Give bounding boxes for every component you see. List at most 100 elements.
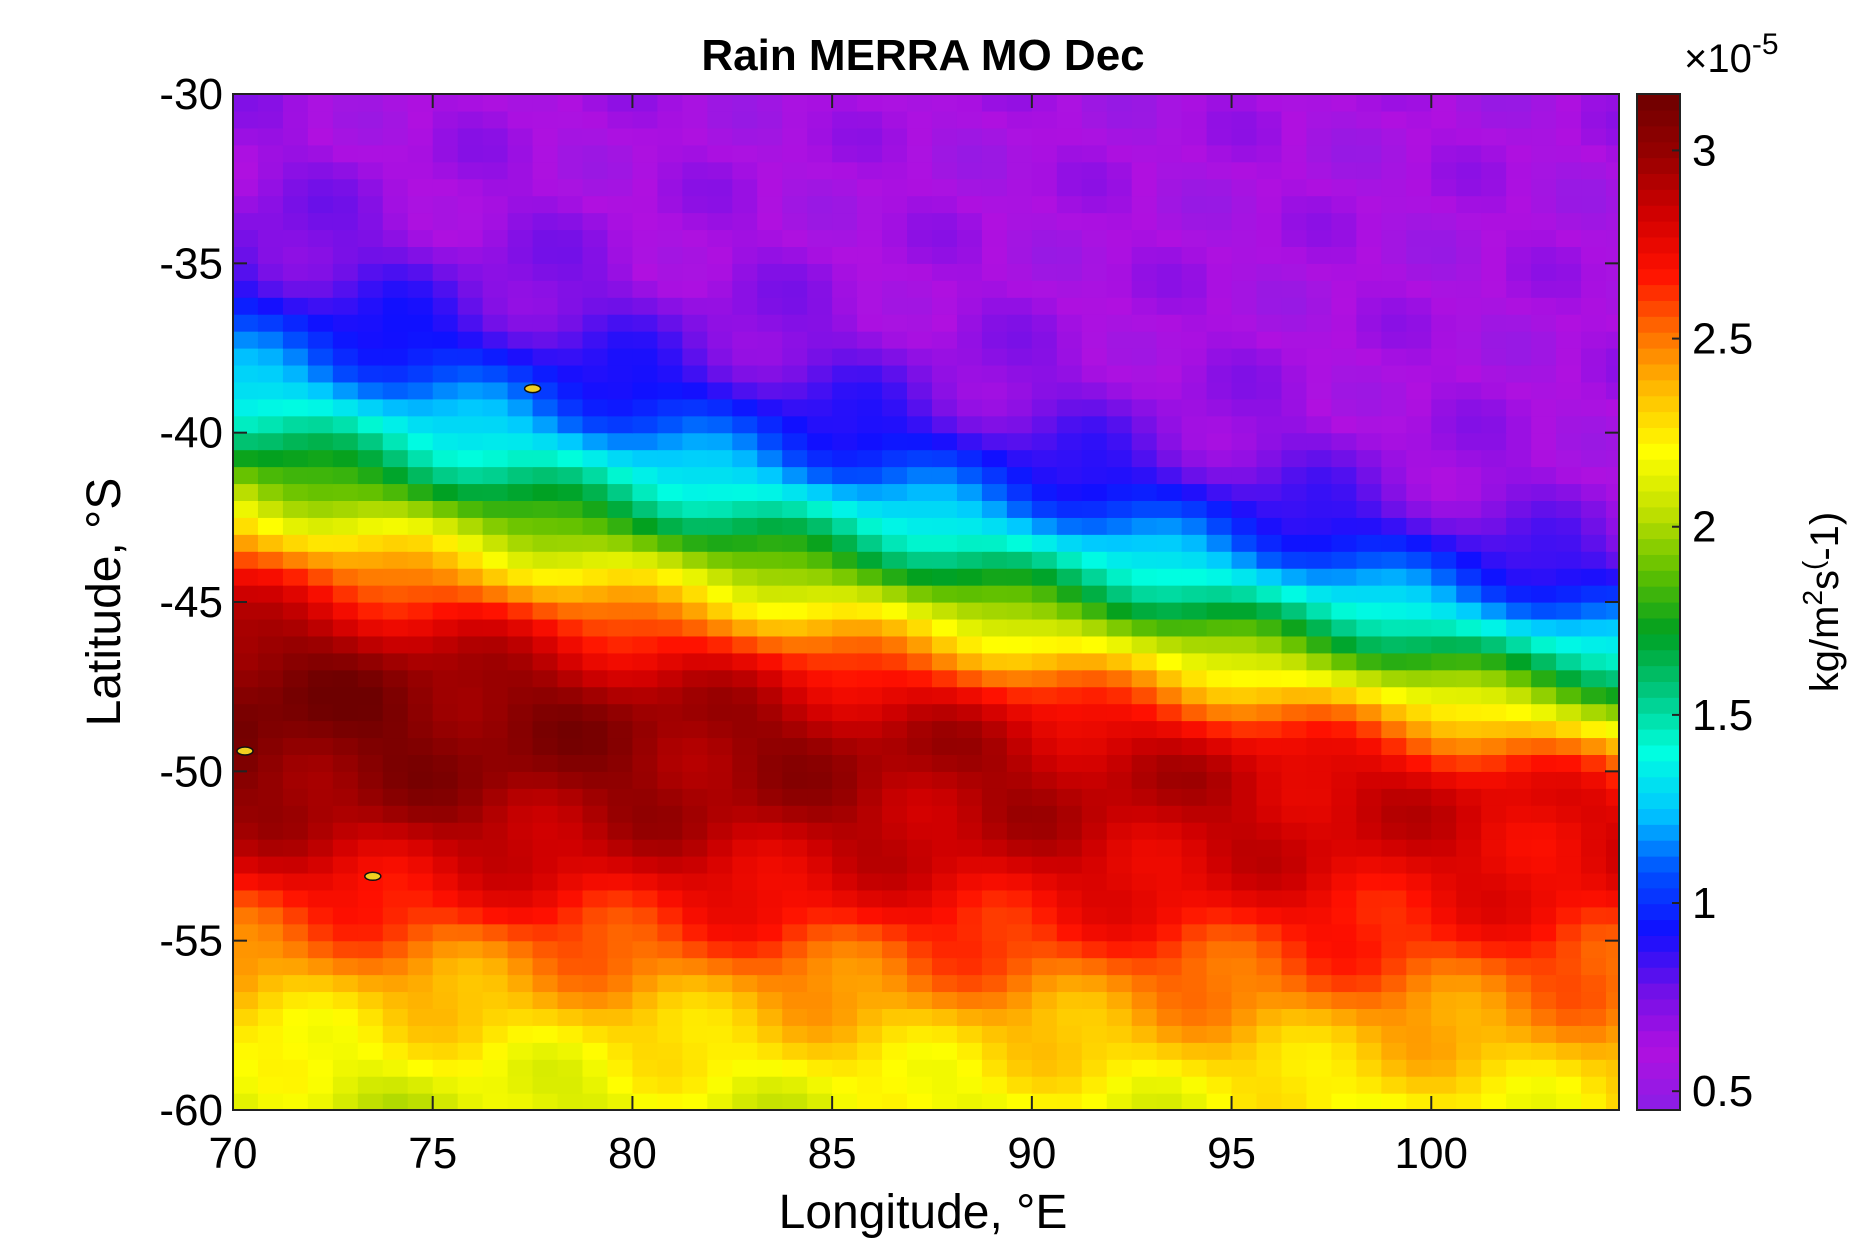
- heatmap-cell-1128: [432, 754, 459, 772]
- heatmap-cell-1108: [1331, 771, 1357, 789]
- heatmap-cell-2727: [1206, 280, 1233, 298]
- heatmap-cell-1825: [1056, 551, 1083, 569]
- heatmap-cell-2365: [557, 381, 584, 400]
- heatmap-cell-2656: [832, 297, 858, 315]
- heatmap-cell-323: [1306, 1008, 1333, 1026]
- heatmap-cell-1153: [1056, 754, 1083, 772]
- heatmap-cell-2818: [682, 246, 708, 264]
- heatmap-cell-2128: [233, 449, 259, 468]
- heatmap-cell-1982: [782, 500, 808, 518]
- heatmap-cell-3185: [1456, 144, 1482, 163]
- heatmap-cell-1106: [1281, 771, 1308, 789]
- heatmap-cell-1795: [307, 551, 334, 569]
- heatmap-cell-1529: [657, 635, 683, 654]
- heatmap-cell-1785: [1456, 568, 1482, 586]
- heatmap-cell-382: [1381, 991, 1407, 1009]
- heatmap-cell-3112: [1031, 161, 1058, 180]
- heatmap-cell-1244: [532, 720, 559, 739]
- heatmap-cell-2634: [282, 297, 309, 315]
- heatmap-cell-1083: [707, 771, 733, 789]
- heatmap-cell-1589: [757, 618, 783, 637]
- heatmap-cell-1173: [1556, 754, 1582, 772]
- heatmap-cell-1087: [807, 771, 833, 789]
- heatmap-cell-1722: [1281, 585, 1308, 603]
- heatmap-cell-3298: [1481, 110, 1507, 129]
- heatmap-cell-2131: [307, 449, 334, 468]
- heatmap-cell-2937: [857, 212, 883, 231]
- heatmap-cell-485: [1156, 957, 1183, 976]
- heatmap-cell-1640: [632, 602, 658, 620]
- heatmap-cell-2724: [1131, 280, 1158, 298]
- heatmap-cell-2187: [307, 432, 334, 451]
- heatmap-cell-1088: [832, 771, 858, 789]
- heatmap-cell-3300: [1531, 110, 1557, 129]
- heatmap-cell-82: [882, 1076, 908, 1094]
- heatmap-cell-136: [832, 1059, 858, 1077]
- y-tick-label-5: -55: [159, 917, 223, 966]
- heatmap-cell-37: [1156, 1093, 1183, 1111]
- heatmap-cell-1970: [482, 500, 509, 518]
- heatmap-cell-734: [382, 872, 409, 891]
- heatmap-cell-985: [1056, 805, 1083, 823]
- heatmap-cell-2657: [857, 297, 883, 315]
- heatmap-cell-1510: [1581, 652, 1607, 671]
- heatmap-cell-3287: [1206, 110, 1233, 129]
- heatmap-cell-1334: [1381, 703, 1407, 722]
- heatmap-cell-3311: [407, 94, 434, 112]
- heatmap-cell-128: [632, 1059, 658, 1077]
- heatmap-cell-931: [1106, 822, 1133, 840]
- heatmap-cell-1062: [1581, 788, 1607, 806]
- heatmap-cell-3034: [482, 178, 509, 197]
- heatmap-cell-3053: [956, 178, 983, 197]
- heatmap-cell-66: [482, 1076, 509, 1094]
- heatmap-cell-718: [1381, 889, 1407, 908]
- heatmap-cell-3208: [632, 127, 658, 146]
- heatmap-cell-1377: [1056, 686, 1083, 705]
- heatmap-cell-819: [1106, 856, 1133, 874]
- heatmap-cell-1842: [1481, 551, 1507, 569]
- heatmap-cell-87: [1006, 1076, 1033, 1094]
- heatmap-cell-1444: [1331, 669, 1357, 688]
- heatmap-cell-1463: [407, 652, 434, 671]
- heatmap-cell-249: [857, 1025, 883, 1043]
- heatmap-cell-873: [1056, 839, 1083, 857]
- heatmap-cell-353: [657, 991, 683, 1009]
- heatmap-cell-3155: [707, 144, 733, 163]
- heatmap-cell-835: [1506, 856, 1532, 874]
- heatmap-cell-104: [1431, 1076, 1457, 1094]
- heatmap-cell-816: [1031, 856, 1058, 874]
- heatmap-cell-2676: [1331, 297, 1357, 315]
- heatmap-cell-2642: [482, 297, 509, 315]
- heatmap-cell-2904: [1431, 229, 1457, 247]
- heatmap-cell-781: [1556, 872, 1582, 891]
- heatmap-cell-770: [1281, 872, 1308, 891]
- heatmap-cell-2232: [1431, 432, 1457, 451]
- heatmap-cell-1806: [582, 551, 609, 569]
- heatmap-cell-3092: [532, 161, 559, 180]
- heatmap-cell-874: [1081, 839, 1108, 857]
- heatmap-cell-1713: [1056, 585, 1083, 603]
- heatmap-cell-3148: [532, 144, 559, 163]
- heatmap-cell-2178: [1481, 449, 1507, 468]
- heatmap-cell-2298: [282, 398, 309, 417]
- heatmap-cell-2269: [956, 415, 983, 434]
- heatmap-cell-1641: [657, 602, 683, 620]
- heatmap-cell-3332: [931, 94, 958, 112]
- heatmap-cell-1148: [931, 754, 958, 772]
- heatmap-cell-1592: [832, 618, 858, 637]
- heatmap-cell-3346: [1281, 94, 1308, 112]
- heatmap-cell-1496: [1231, 652, 1258, 671]
- heatmap-cell-2217: [1056, 432, 1083, 451]
- heatmap-cell-2371: [707, 381, 733, 400]
- heatmap-cell-1792: [233, 551, 259, 569]
- heatmap-cell-2715: [907, 280, 933, 298]
- heatmap-cell-1809: [657, 551, 683, 569]
- heatmap-cell-1450: [1481, 669, 1507, 688]
- heatmap-cell-1468: [532, 652, 559, 671]
- heatmap-cell-3170: [1081, 144, 1108, 163]
- heatmap-cell-2910: [1581, 229, 1607, 247]
- colorbar-step-49: [1637, 316, 1680, 333]
- heatmap-cell-3059: [1106, 178, 1133, 197]
- heatmap-cell-3141: [357, 144, 384, 163]
- heatmap-cell-2518: [1581, 348, 1607, 366]
